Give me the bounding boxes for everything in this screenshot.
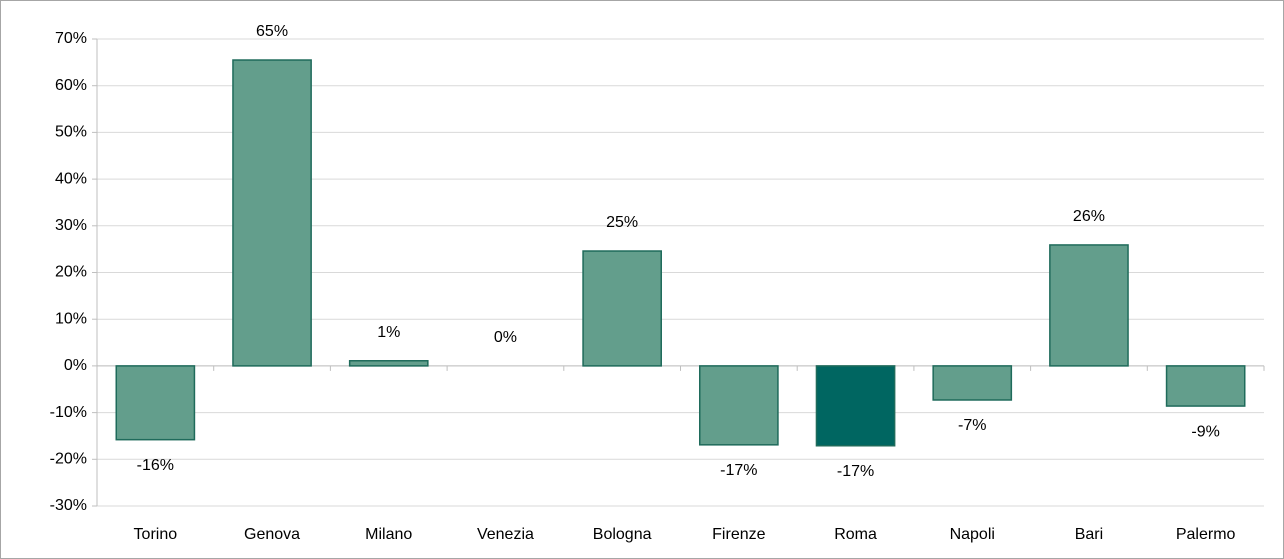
y-tick-label: 40% bbox=[55, 170, 87, 187]
y-tick-label: 60% bbox=[55, 77, 87, 94]
bar bbox=[348, 360, 429, 367]
x-tick-label: Venezia bbox=[477, 526, 534, 543]
bar bbox=[1049, 244, 1129, 367]
x-tick-label: Firenze bbox=[712, 526, 765, 543]
y-tick-label: 10% bbox=[55, 310, 87, 327]
y-tick-label: 70% bbox=[55, 30, 87, 47]
x-tick-label: Milano bbox=[365, 526, 412, 543]
data-label: 1% bbox=[377, 324, 400, 341]
data-label: -16% bbox=[137, 457, 174, 474]
x-tick-label: Bologna bbox=[593, 526, 652, 543]
data-label: 26% bbox=[1073, 208, 1105, 225]
x-tick-label: Bari bbox=[1075, 526, 1103, 543]
y-tick-label: 30% bbox=[55, 217, 87, 234]
x-tick-label: Palermo bbox=[1176, 526, 1236, 543]
data-label: 0% bbox=[494, 329, 517, 346]
x-tick-label: Roma bbox=[834, 526, 877, 543]
x-tick-label: Torino bbox=[134, 526, 178, 543]
data-label: -7% bbox=[958, 417, 986, 434]
bar bbox=[582, 250, 662, 367]
bar bbox=[1165, 365, 1246, 407]
data-label: -17% bbox=[720, 462, 757, 479]
y-tick-label: -20% bbox=[50, 451, 87, 468]
y-tick-label: 50% bbox=[55, 124, 87, 141]
x-tick-label: Napoli bbox=[950, 526, 995, 543]
bar bbox=[699, 365, 779, 446]
data-label: 65% bbox=[256, 23, 288, 40]
bar bbox=[232, 59, 312, 367]
y-tick-label: 20% bbox=[55, 264, 87, 281]
bar bbox=[815, 365, 896, 447]
x-tick-label: Genova bbox=[244, 526, 300, 543]
data-label: -17% bbox=[837, 463, 874, 480]
y-tick-label: 0% bbox=[64, 357, 87, 374]
bar bbox=[115, 365, 196, 441]
y-tick-label: -30% bbox=[50, 497, 87, 514]
bar bbox=[932, 365, 1013, 401]
data-label: -9% bbox=[1191, 423, 1219, 440]
y-tick-label: -10% bbox=[50, 404, 87, 421]
data-label: 25% bbox=[606, 214, 638, 231]
